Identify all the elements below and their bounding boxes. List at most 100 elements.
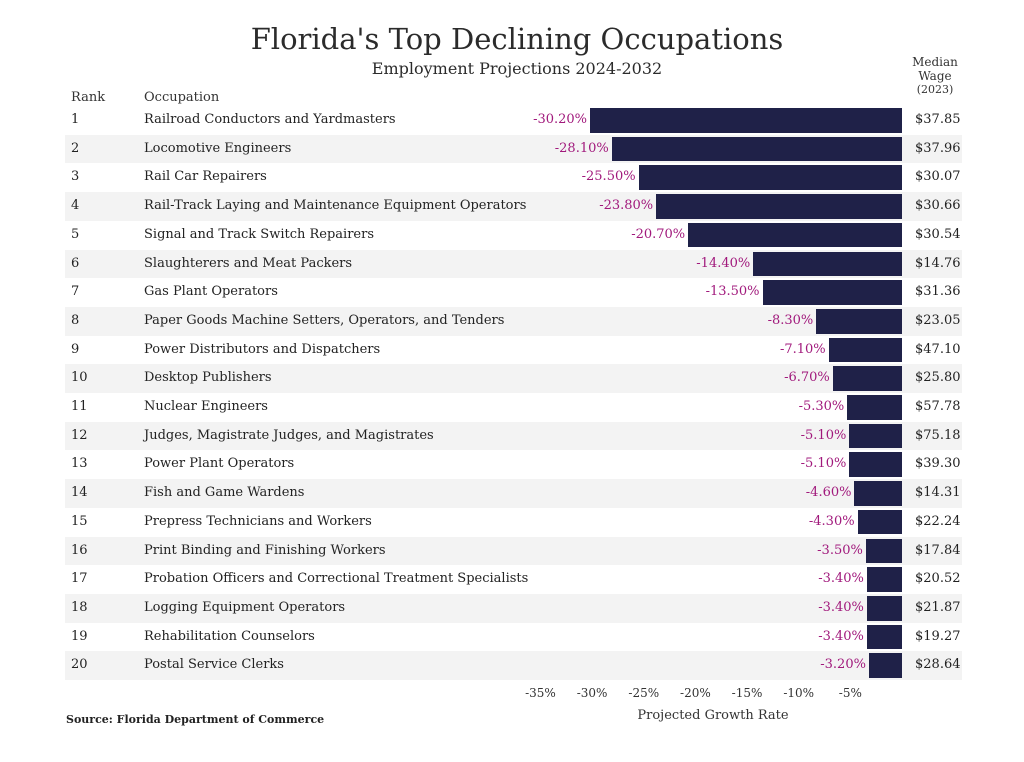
wage-cell: $21.87 bbox=[915, 599, 961, 615]
bar-value-label: -28.10% bbox=[554, 140, 609, 156]
x-axis-label: Projected Growth Rate bbox=[637, 708, 789, 723]
wage-cell: $75.18 bbox=[915, 427, 961, 443]
table-row: 8 Paper Goods Machine Setters, Operators,… bbox=[65, 306, 962, 336]
bar-mark bbox=[828, 337, 902, 363]
occupation-cell: Prepress Technicians and Workers bbox=[144, 513, 372, 529]
bar-mark bbox=[865, 538, 902, 564]
wage-cell: $30.54 bbox=[915, 226, 961, 242]
wage-cell: $28.64 bbox=[915, 657, 961, 673]
rank-cell: 18 bbox=[71, 599, 88, 615]
bar-value-label: -7.10% bbox=[779, 341, 826, 357]
rank-cell: 11 bbox=[71, 399, 88, 414]
table-row: 1 Railroad Conductors and Yardmasters $37.… bbox=[65, 106, 962, 135]
table-row: 19 Rehabilitation Counselors $19.27 bbox=[65, 623, 962, 652]
bar-value-label: -5.10% bbox=[800, 456, 847, 472]
x-tick-label: -5% bbox=[838, 686, 862, 700]
bar-value-label: -23.80% bbox=[599, 198, 654, 214]
bar-mark bbox=[866, 624, 902, 650]
rank-cell: 10 bbox=[71, 370, 88, 386]
occupation-cell: Fish and Game Wardens bbox=[144, 485, 305, 501]
x-tick-label: -25% bbox=[628, 686, 660, 700]
table-row: 17 Probation Officers and Correctional Tr… bbox=[65, 565, 962, 594]
occupation-cell: Postal Service Clerks bbox=[144, 657, 284, 673]
rank-cell: 8 bbox=[71, 312, 80, 328]
bar-value-label: -4.60% bbox=[805, 485, 852, 501]
wage-cell: $25.80 bbox=[915, 370, 961, 386]
table-row: 13 Power Plant Operators $39.30 bbox=[65, 450, 962, 479]
rank-cell: 6 bbox=[71, 255, 80, 271]
bar-value-label: -5.10% bbox=[800, 427, 847, 443]
wage-cell: $57.78 bbox=[915, 399, 961, 414]
wage-cell: $37.96 bbox=[915, 140, 961, 156]
bar-value-label: -25.50% bbox=[581, 169, 636, 185]
wage-header: Median Wage (2023) bbox=[905, 55, 965, 97]
bar-mark bbox=[849, 452, 902, 478]
wage-cell: $37.85 bbox=[915, 112, 961, 127]
table-row: 11 Nuclear Engineers $57.78 bbox=[65, 393, 962, 422]
wage-cell: $39.30 bbox=[915, 456, 961, 472]
bar-value-label: -30.20% bbox=[533, 112, 588, 127]
occupation-cell: Railroad Conductors and Yardmasters bbox=[144, 112, 396, 127]
bar-value-label: -14.40% bbox=[696, 255, 751, 271]
x-tick-label: -15% bbox=[731, 686, 763, 700]
bar-mark bbox=[753, 251, 902, 277]
occupation-cell: Signal and Track Switch Repairers bbox=[144, 226, 375, 242]
rank-cell: 13 bbox=[71, 456, 88, 472]
table-row: 20 Postal Service Clerks $28.64 bbox=[65, 651, 962, 680]
bar-mark bbox=[590, 108, 902, 133]
wage-cell: $47.10 bbox=[915, 341, 961, 357]
table-row: 10 Desktop Publishers $25.80 bbox=[65, 364, 962, 393]
bar-mark bbox=[832, 366, 902, 391]
bar-value-label: -5.30% bbox=[798, 399, 845, 414]
x-tick-label: -35% bbox=[525, 686, 556, 700]
table-row: 14 Fish and Game Wardens $14.31 bbox=[65, 479, 962, 508]
wage-cell: $23.05 bbox=[915, 312, 961, 328]
bar-mark bbox=[656, 194, 902, 219]
wage-cell: $22.24 bbox=[915, 513, 961, 529]
x-tick-label: -30% bbox=[576, 686, 608, 700]
wage-cell: $14.31 bbox=[915, 485, 961, 501]
rank-cell: 5 bbox=[71, 226, 80, 242]
bar-mark bbox=[866, 567, 902, 592]
bar-value-label: -20.70% bbox=[631, 226, 686, 242]
x-tick-label: -10% bbox=[783, 686, 815, 700]
rank-cell: 1 bbox=[71, 112, 80, 127]
wage-header-line-2: Wage bbox=[918, 69, 952, 83]
x-tick-label: -20% bbox=[680, 686, 711, 700]
wage-cell: $17.84 bbox=[915, 542, 961, 558]
bar-mark bbox=[857, 509, 902, 535]
rank-cell: 2 bbox=[71, 140, 80, 156]
rank-cell: 3 bbox=[71, 169, 80, 185]
bar-value-label: -8.30% bbox=[767, 312, 814, 328]
bar-value-label: -3.50% bbox=[817, 542, 863, 558]
source-note: Source: Florida Department of Commerce bbox=[66, 713, 325, 726]
wage-cell: $14.76 bbox=[915, 255, 961, 271]
rank-cell: 12 bbox=[71, 427, 88, 443]
bar-value-label: -4.30% bbox=[808, 513, 855, 529]
chart-subtitle: Employment Projections 2024-2032 bbox=[371, 59, 663, 78]
table-row: 7 Gas Plant Operators $31.36 bbox=[65, 278, 962, 307]
bar-mark bbox=[638, 165, 902, 191]
rank-cell: 17 bbox=[71, 571, 88, 587]
bar-value-label: -3.40% bbox=[818, 599, 864, 615]
occupation-cell: Slaughterers and Meat Packers bbox=[144, 255, 353, 271]
rank-cell: 20 bbox=[71, 657, 88, 673]
wage-cell: $30.66 bbox=[915, 198, 961, 214]
table-row: 9 Power Distributors and Dispatchers $47.1… bbox=[65, 336, 962, 365]
occupation-cell: Locomotive Engineers bbox=[144, 140, 292, 156]
occupation-cell: Gas Plant Operators bbox=[144, 284, 278, 300]
occupation-cell: Paper Goods Machine Setters, Operators, … bbox=[144, 312, 505, 328]
table-row: 5 Signal and Track Switch Repairers $30.54 bbox=[65, 221, 962, 250]
occupation-cell: Print Binding and Finishing Workers bbox=[144, 542, 386, 558]
bar-value-label: -6.70% bbox=[784, 370, 830, 386]
occupation-cell: Rail-Track Laying and Maintenance Equipm… bbox=[144, 198, 527, 214]
rank-cell: 7 bbox=[71, 284, 80, 300]
bar-mark bbox=[611, 136, 902, 162]
occupation-cell: Probation Officers and Correctional Trea… bbox=[144, 571, 529, 587]
bar-mark bbox=[688, 222, 902, 248]
bar-mark bbox=[816, 308, 902, 334]
bar-mark bbox=[849, 423, 902, 449]
rank-cell: 16 bbox=[71, 542, 88, 558]
bar-value-label: -3.20% bbox=[820, 657, 866, 673]
